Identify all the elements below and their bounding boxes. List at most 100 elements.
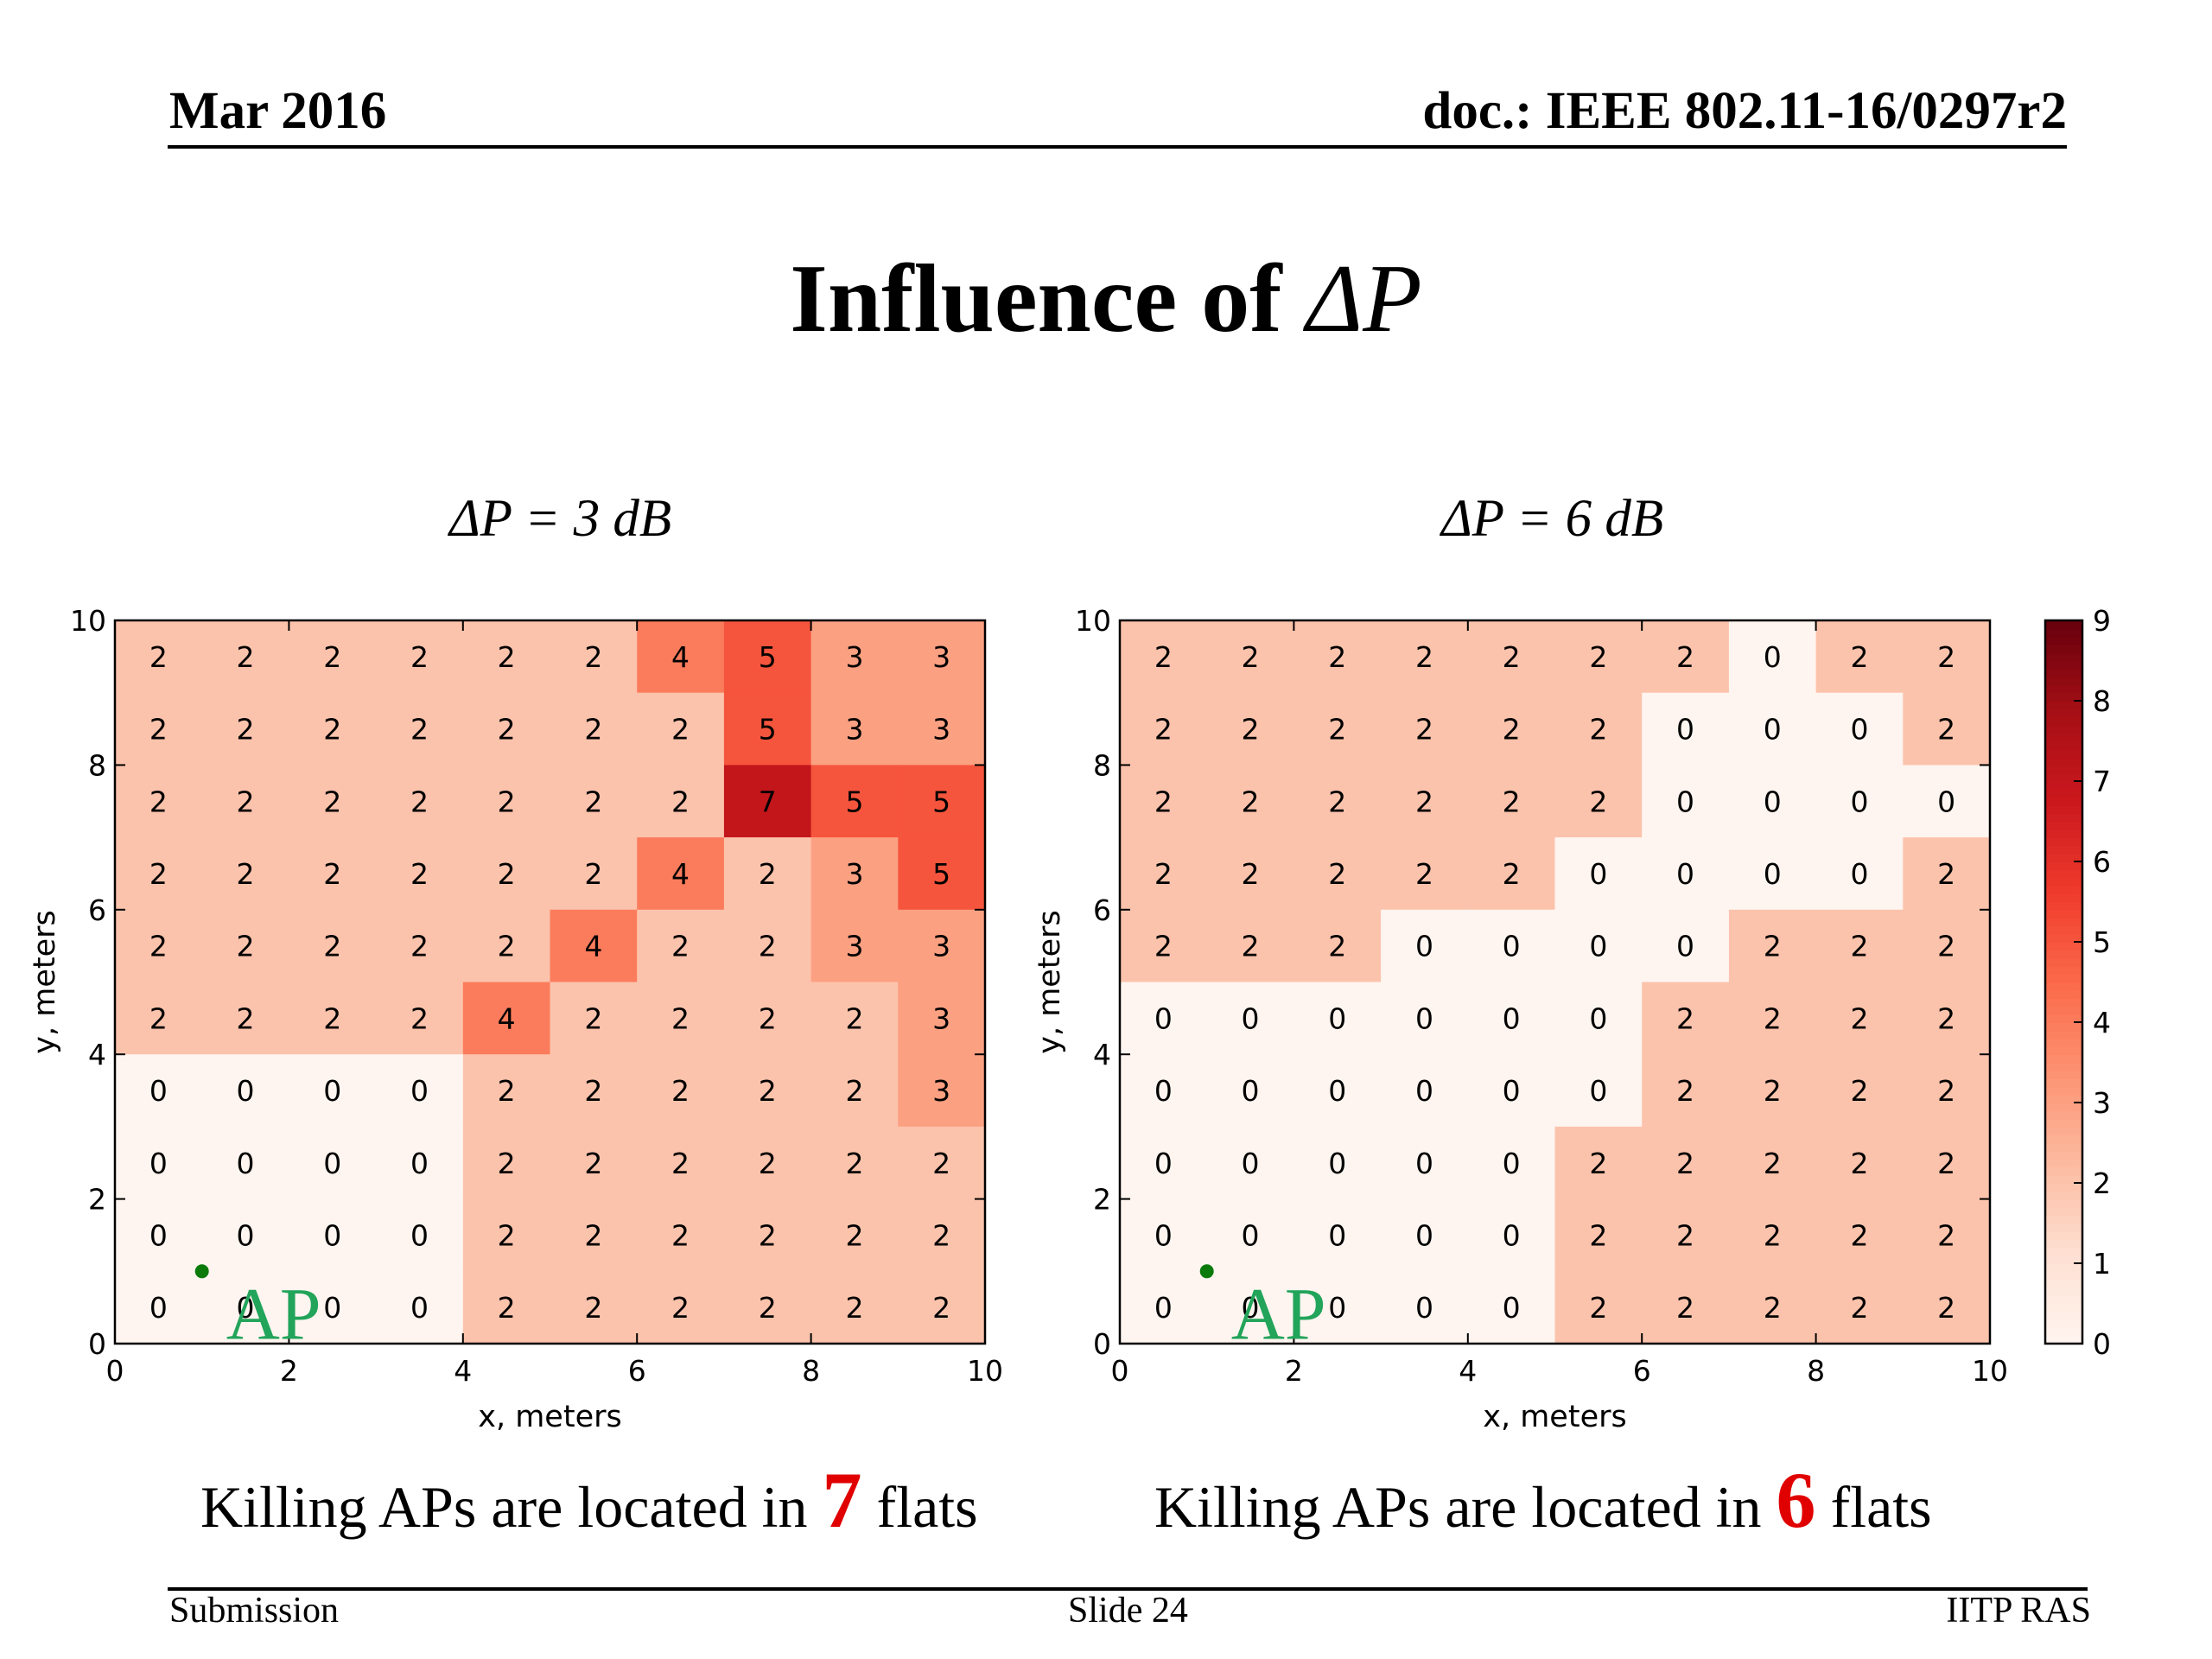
heatmap-cell xyxy=(723,620,812,694)
cell-value-label: 2 xyxy=(845,1218,863,1252)
heatmap-cell xyxy=(810,1054,899,1128)
cell-value-label: 2 xyxy=(584,1218,602,1252)
heatmap-cell xyxy=(723,982,812,1055)
colorbar-segment xyxy=(2045,701,2082,710)
heatmap-cell xyxy=(1467,692,1556,766)
cell-value-label: 2 xyxy=(498,785,516,818)
cell-value-label: 2 xyxy=(1242,857,1260,891)
heatmap-cell xyxy=(1206,837,1294,911)
colorbar-segment xyxy=(2045,901,2082,911)
heatmap-cell xyxy=(637,1198,725,1272)
heatmap-cell xyxy=(637,982,725,1055)
cell-value-label: 0 xyxy=(1328,1291,1346,1325)
cell-value-label: 2 xyxy=(671,1001,690,1035)
cell-value-label: 2 xyxy=(584,1001,602,1035)
heatmap-cell xyxy=(1903,692,1991,766)
heatmap-cell xyxy=(810,765,899,838)
colorbar-tick-label: 4 xyxy=(2093,1006,2111,1039)
heatmap-cell xyxy=(898,765,986,838)
cell-value-label: 0 xyxy=(1503,1074,1521,1108)
heatmap-cell xyxy=(201,620,289,694)
heatmap-cell xyxy=(550,837,638,911)
cell-value-label: 2 xyxy=(1937,1218,1955,1252)
cell-value-label: 3 xyxy=(932,713,950,747)
colorbar-segment xyxy=(2045,1198,2082,1208)
heatmap-cell xyxy=(898,620,986,694)
cell-value-label: 0 xyxy=(1328,1074,1346,1108)
cell-value-label: 0 xyxy=(410,1291,429,1325)
heatmap-cell xyxy=(637,1054,725,1128)
colorbar-segment xyxy=(2045,644,2082,653)
cell-value-label: 2 xyxy=(932,1291,950,1325)
heatmap-cell xyxy=(810,1271,899,1344)
heatmap-cell xyxy=(1815,1271,1904,1344)
heatmap-cell xyxy=(1467,1271,1556,1344)
colorbar-segment xyxy=(2045,1070,2082,1079)
heatmap-cell xyxy=(1467,1054,1556,1128)
heatmap-cell xyxy=(637,1271,725,1344)
heatmap-cell xyxy=(289,1126,377,1200)
cell-value-label: 2 xyxy=(1415,640,1433,674)
heatmap-cell xyxy=(115,620,203,694)
cell-value-label: 3 xyxy=(932,1001,950,1035)
cell-value-label: 2 xyxy=(498,640,516,674)
colorbar-segment xyxy=(2045,957,2082,967)
cell-value-label: 2 xyxy=(671,1218,690,1252)
cell-value-label: 0 xyxy=(237,1218,255,1252)
x-tick-label: 0 xyxy=(106,1354,124,1388)
cell-value-label: 0 xyxy=(1937,785,1955,818)
heatmap-cell xyxy=(1206,765,1294,838)
heatmap-cell xyxy=(1903,1271,1991,1344)
cell-value-label: 2 xyxy=(498,857,516,891)
cell-value-label: 2 xyxy=(498,1147,516,1180)
cell-value-label: 2 xyxy=(1154,713,1173,747)
heatmap-cell xyxy=(201,1271,289,1344)
heatmap-cell xyxy=(550,982,638,1055)
cell-value-label: 0 xyxy=(1589,857,1607,891)
colorbar-segment xyxy=(2045,974,2082,983)
colorbar-tick-label: 3 xyxy=(2093,1086,2111,1120)
colorbar-segment xyxy=(2045,1295,2082,1305)
cell-value-label: 0 xyxy=(237,1147,255,1180)
colorbar-segment xyxy=(2045,1247,2082,1256)
cell-value-label: 0 xyxy=(1676,713,1694,747)
heatmap-cell xyxy=(1903,982,1991,1055)
cell-value-label: 0 xyxy=(149,1074,168,1108)
heatmap-cell xyxy=(1728,1271,1817,1344)
cell-value-label: 0 xyxy=(1503,1147,1521,1180)
colorbar-segment xyxy=(2045,942,2082,951)
cell-value-label: 2 xyxy=(410,785,429,818)
heatmap-cell xyxy=(1815,909,1904,983)
cell-value-label: 2 xyxy=(1242,785,1260,818)
cell-value-label: 2 xyxy=(1328,785,1346,818)
cell-value-label: 2 xyxy=(845,1074,863,1108)
ap-marker xyxy=(1199,1264,1214,1279)
cell-value-label: 2 xyxy=(1589,640,1607,674)
cell-value-label: 4 xyxy=(671,640,690,674)
heatmap-cell xyxy=(115,1271,203,1344)
cell-value-label: 2 xyxy=(149,640,168,674)
heatmap-cell xyxy=(289,909,377,983)
heatmap-cell xyxy=(550,1198,638,1272)
colorbar-segment xyxy=(2045,893,2082,903)
cell-value-label: 2 xyxy=(498,1218,516,1252)
colorbar-segment xyxy=(2045,1327,2082,1337)
colorbar-segment xyxy=(2045,1030,2082,1039)
heatmap-cell xyxy=(898,837,986,911)
cell-value-label: 2 xyxy=(1764,1001,1782,1035)
cell-value-label: 2 xyxy=(671,785,690,818)
colorbar-segment xyxy=(2045,797,2082,806)
heatmap-cell xyxy=(1294,1271,1382,1344)
heatmap-cell xyxy=(289,765,377,838)
cell-value-label: 2 xyxy=(498,1074,516,1108)
right-caption: Killing APs are located in 6 flats xyxy=(1154,1460,1932,1540)
colorbar-tick-label: 5 xyxy=(2093,925,2111,959)
cell-value-label: 0 xyxy=(1850,785,1868,818)
heatmap-cell xyxy=(462,1054,551,1128)
colorbar-segment xyxy=(2045,804,2082,814)
cell-value-label: 2 xyxy=(1589,713,1607,747)
cell-value-label: 0 xyxy=(410,1218,429,1252)
heatmap-cell xyxy=(1903,1198,1991,1272)
x-tick-label: 2 xyxy=(1285,1354,1303,1388)
heatmap-cell xyxy=(1815,692,1904,766)
